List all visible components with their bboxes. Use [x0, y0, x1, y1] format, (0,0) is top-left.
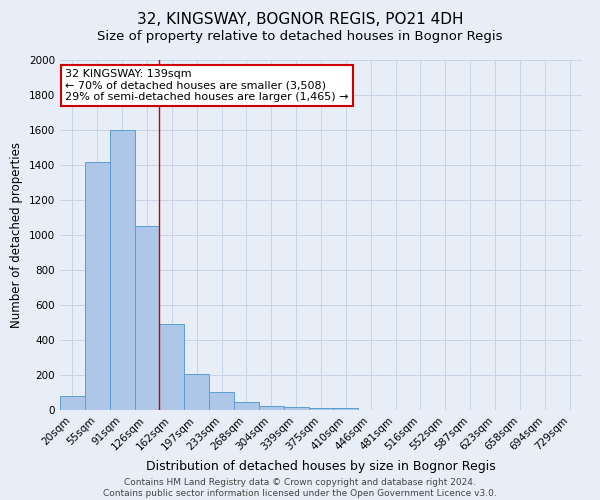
Bar	[284, 408, 308, 410]
Bar	[134, 226, 160, 410]
Bar	[184, 374, 209, 410]
Text: Size of property relative to detached houses in Bognor Regis: Size of property relative to detached ho…	[97, 30, 503, 43]
Bar	[334, 408, 358, 410]
Text: 32, KINGSWAY, BOGNOR REGIS, PO21 4DH: 32, KINGSWAY, BOGNOR REGIS, PO21 4DH	[137, 12, 463, 28]
Bar	[85, 162, 110, 410]
Bar	[160, 324, 184, 410]
Bar	[234, 402, 259, 410]
Bar	[308, 408, 334, 410]
X-axis label: Distribution of detached houses by size in Bognor Regis: Distribution of detached houses by size …	[146, 460, 496, 473]
Text: 32 KINGSWAY: 139sqm
← 70% of detached houses are smaller (3,508)
29% of semi-det: 32 KINGSWAY: 139sqm ← 70% of detached ho…	[65, 69, 349, 102]
Bar	[110, 130, 134, 410]
Bar	[259, 406, 284, 410]
Y-axis label: Number of detached properties: Number of detached properties	[10, 142, 23, 328]
Bar	[60, 396, 85, 410]
Text: Contains HM Land Registry data © Crown copyright and database right 2024.
Contai: Contains HM Land Registry data © Crown c…	[103, 478, 497, 498]
Bar	[209, 392, 234, 410]
